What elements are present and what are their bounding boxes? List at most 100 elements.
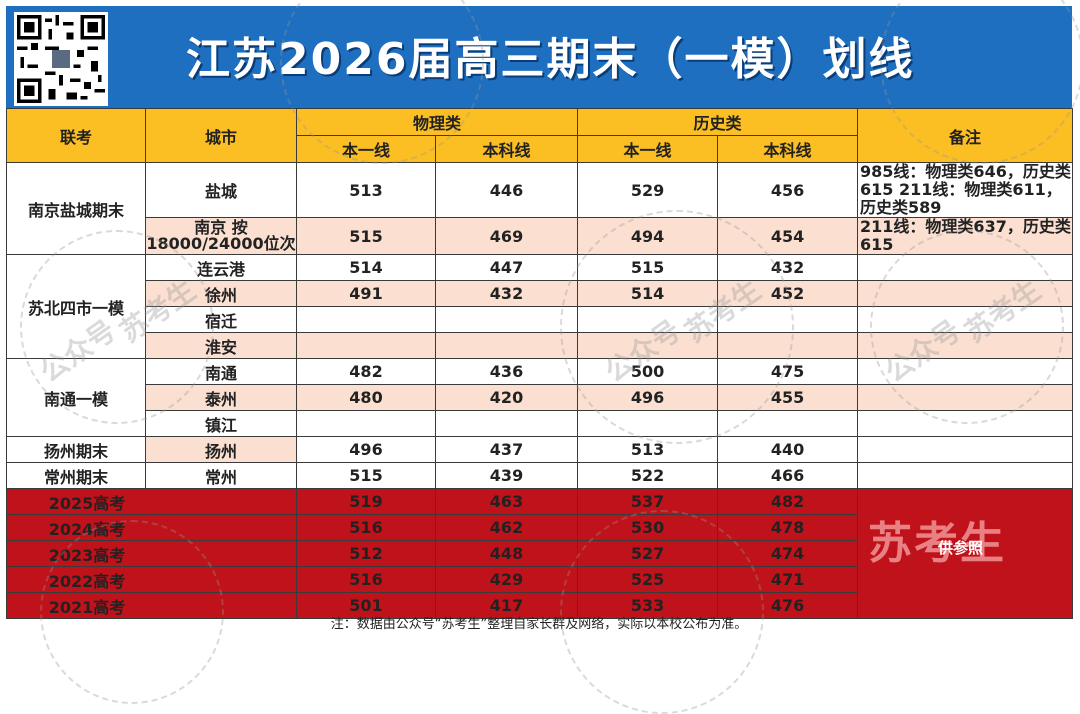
physics-tier1-cell: 480: [296, 384, 436, 411]
note-cell: [857, 436, 1074, 463]
history-tier1-cell: 522: [577, 462, 719, 489]
history-year-label: 2022高考: [6, 566, 297, 593]
physics-undergrad-cell: 429: [434, 566, 579, 593]
note-cell: [857, 306, 1074, 333]
physics-tier1-cell: 515: [296, 462, 436, 489]
city-cell: 泰州: [145, 384, 297, 411]
history-row: 2021高考 501 417 533 476: [6, 592, 1073, 619]
note-cell: 985线：物理类646，历史类615 211线：物理类611，历史类589: [857, 162, 1074, 218]
history-undergrad-cell: 478: [717, 514, 859, 541]
physics-tier1-cell: [296, 410, 436, 437]
physics-undergrad-cell: 469: [434, 217, 579, 255]
union-cell: 南通一模: [6, 358, 146, 437]
note-cell: [857, 410, 1074, 437]
history-undergrad-cell: 474: [717, 540, 859, 567]
history-tier1-cell: 515: [577, 254, 719, 281]
history-year-label: 2021高考: [6, 592, 297, 619]
title-banner: 江苏2026届高三期末（一模）划线: [6, 6, 1072, 108]
header-city: 城市: [145, 108, 297, 163]
table-row: 淮安: [6, 332, 1074, 359]
reference-label: 供参照: [938, 539, 984, 557]
city-cell: 常州: [145, 462, 297, 489]
page-title: 江苏2026届高三期末（一模）划线: [186, 34, 915, 85]
table-row: 扬州期末 扬州 496 437 513 440: [6, 436, 1074, 463]
physics-tier1-cell: 512: [296, 540, 436, 567]
physics-tier1-cell: 491: [296, 280, 436, 307]
physics-undergrad-cell: 463: [434, 488, 579, 515]
history-undergrad-cell: 482: [717, 488, 859, 515]
history-year-label: 2023高考: [6, 540, 297, 567]
physics-tier1-cell: 501: [296, 592, 436, 619]
history-tier1-cell: 514: [577, 280, 719, 307]
qr-code-icon[interactable]: [14, 12, 108, 106]
history-year-text: 2022高考: [48, 571, 126, 591]
table-row: 宿迁: [6, 306, 1074, 333]
table-row: 南通一模 南通 482 436 500 475: [6, 358, 1074, 437]
history-undergrad-cell: 475: [717, 358, 859, 385]
physics-tier1-cell: 513: [296, 162, 436, 218]
table-row: 泰州 480 420 496 455: [6, 384, 1074, 411]
note-cell: [857, 358, 1074, 385]
physics-tier1-cell: 519: [296, 488, 436, 515]
header-physics-tier1: 本一线: [296, 135, 436, 163]
history-tier1-cell: [577, 410, 719, 437]
history-tier1-cell: 527: [577, 540, 719, 567]
history-tier1-cell: [577, 332, 719, 359]
history-tier1-cell: 525: [577, 566, 719, 593]
physics-undergrad-cell: [434, 306, 579, 333]
history-tier1-cell: 496: [577, 384, 719, 411]
union-cell: 扬州期末: [6, 436, 146, 463]
physics-undergrad-cell: 432: [434, 280, 579, 307]
physics-undergrad-cell: [434, 410, 579, 437]
header-history-undergrad: 本科线: [717, 135, 859, 163]
city-cell: 南通: [145, 358, 297, 385]
physics-tier1-cell: 482: [296, 358, 436, 385]
history-year-label: 2024高考: [6, 514, 297, 541]
table-row: 南京盐城期末 盐城 513 446 529 456 985线：物理类646，历史…: [6, 162, 1074, 255]
header-history-tier1: 本一线: [577, 135, 719, 163]
history-undergrad-cell: 432: [717, 254, 859, 281]
physics-undergrad-cell: 446: [434, 162, 579, 218]
history-tier1-cell: [577, 306, 719, 333]
note-cell: [857, 280, 1074, 307]
physics-tier1-cell: [296, 306, 436, 333]
city-cell: 宿迁: [145, 306, 297, 333]
table-row: 常州期末 常州 515 439 522 466: [6, 462, 1074, 489]
history-row: 2023高考 512 448 527 474: [6, 540, 1073, 567]
history-year-text: 2021高考: [48, 597, 126, 617]
history-undergrad-cell: [717, 332, 859, 359]
history-undergrad-cell: [717, 410, 859, 437]
physics-tier1-cell: 515: [296, 217, 436, 255]
watermark-stamp: 苏考生: [868, 518, 1007, 569]
union-cell: 常州期末: [6, 462, 146, 489]
physics-undergrad-cell: 417: [434, 592, 579, 619]
history-tier1-cell: 494: [577, 217, 719, 255]
city-cell: 镇江: [145, 410, 297, 437]
footnote: 注：数据由公众号“苏考生”整理自家长群及网络，实际以本校公布为准。: [330, 617, 748, 632]
history-year-label: 2025高考: [6, 488, 297, 515]
table-row: 南京 按18000/24000位次 515 469 494 454 211线：物…: [6, 217, 1074, 255]
union-cell: 苏北四市一模: [6, 254, 146, 359]
history-undergrad-cell: 456: [717, 162, 859, 218]
physics-undergrad-cell: 462: [434, 514, 579, 541]
history-tier1-cell: 529: [577, 162, 719, 218]
cutoff-table: 联考 城市 物理类 历史类 备注 本一线 本科线 本一线 本科线 南京盐城期末 …: [6, 108, 1074, 619]
note-cell: [857, 332, 1074, 359]
physics-undergrad-cell: [434, 332, 579, 359]
history-undergrad-cell: 455: [717, 384, 859, 411]
history-undergrad-cell: 466: [717, 462, 859, 489]
physics-undergrad-cell: 420: [434, 384, 579, 411]
header-union: 联考: [6, 108, 146, 163]
city-cell: 盐城: [145, 162, 297, 218]
city-cell: 南京 按18000/24000位次: [145, 217, 297, 255]
history-tier1-cell: 537: [577, 488, 719, 515]
physics-tier1-cell: 516: [296, 566, 436, 593]
header-physics: 物理类: [295, 108, 579, 136]
city-cell: 淮安: [145, 332, 297, 359]
physics-undergrad-cell: 437: [434, 436, 579, 463]
physics-tier1-cell: [296, 332, 436, 359]
history-tier1-cell: 500: [577, 358, 719, 385]
history-undergrad-cell: [717, 306, 859, 333]
union-cell: 南京盐城期末: [6, 162, 146, 255]
note-cell: [857, 254, 1074, 281]
